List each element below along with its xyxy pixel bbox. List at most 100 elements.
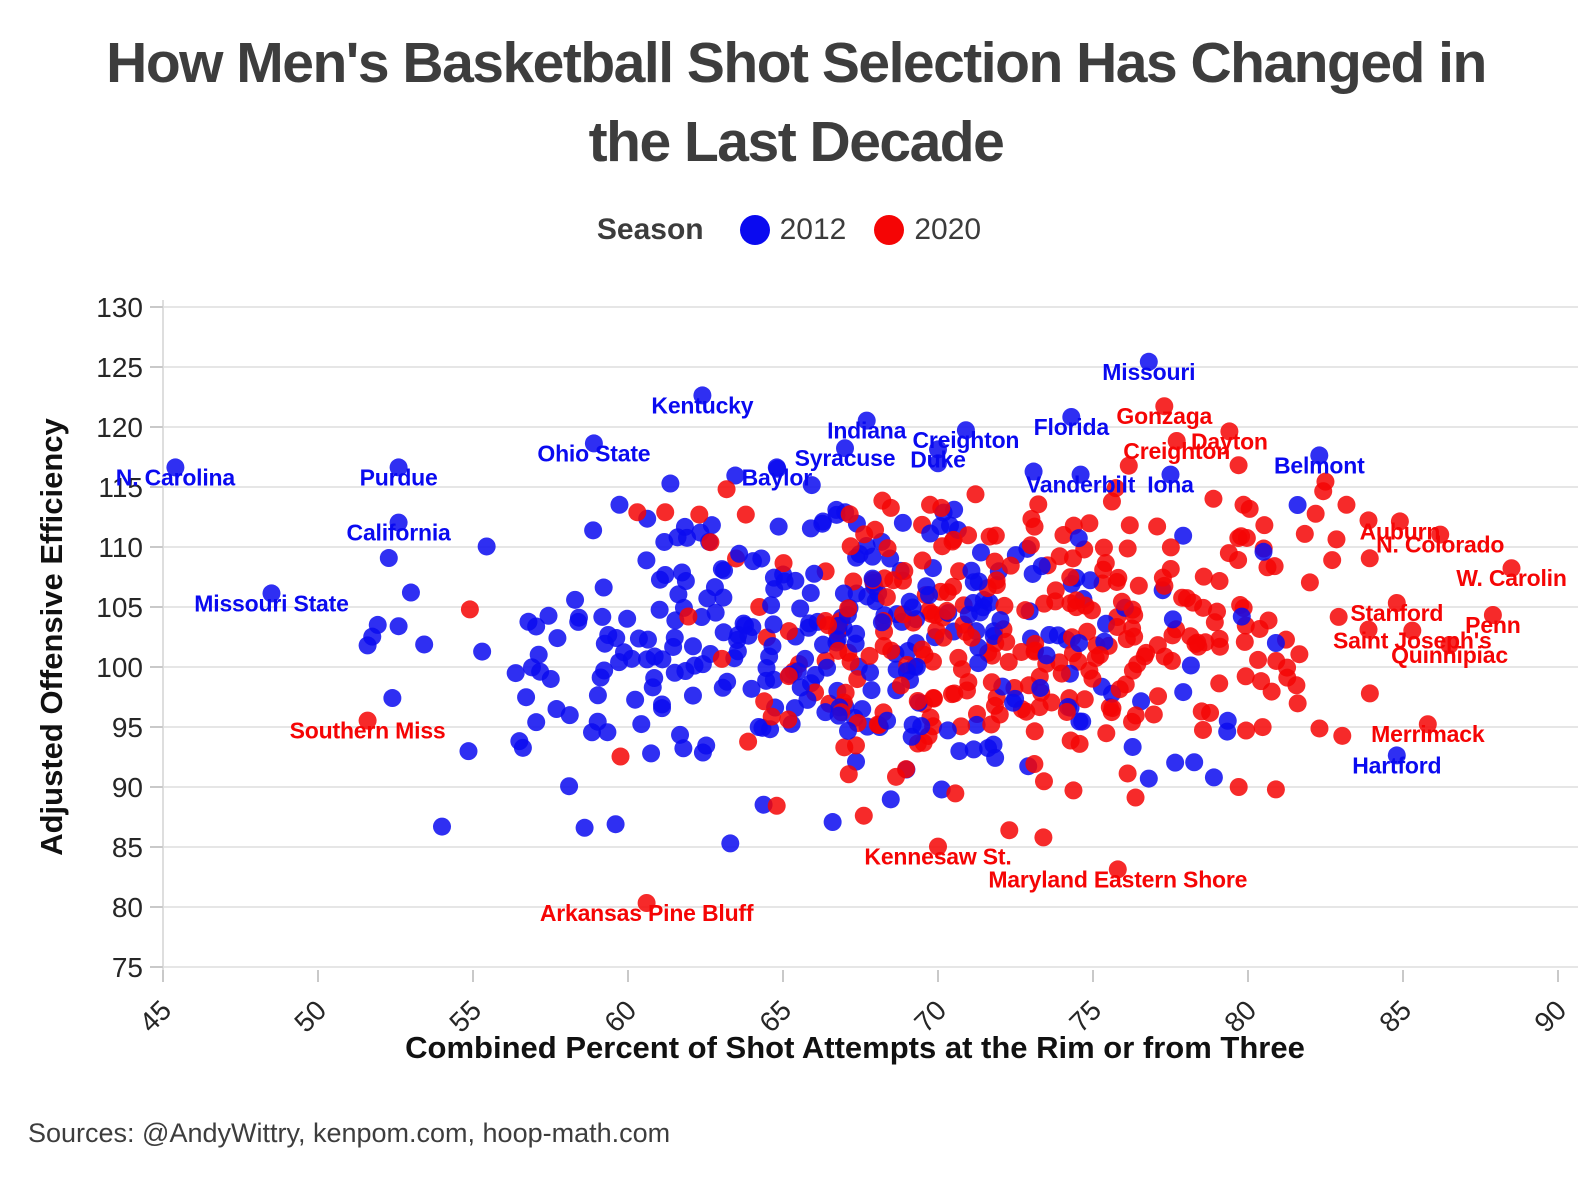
data-point-2012 bbox=[637, 551, 656, 570]
data-point-2012 bbox=[728, 642, 747, 661]
team-label: Creighton bbox=[912, 427, 1019, 453]
data-point-2020 bbox=[1126, 788, 1145, 807]
data-point-2012 bbox=[678, 528, 697, 547]
data-point-2020 bbox=[1360, 684, 1379, 703]
data-point-2012 bbox=[368, 615, 387, 634]
data-point-2020 bbox=[1001, 556, 1020, 575]
data-point-2012 bbox=[401, 583, 420, 602]
data-point-2020 bbox=[884, 571, 903, 590]
data-point-2012 bbox=[839, 721, 858, 740]
data-point-2012 bbox=[1048, 626, 1067, 645]
data-point-2020 bbox=[980, 527, 999, 546]
labeled-point-2012 bbox=[929, 440, 947, 459]
data-point-2012 bbox=[548, 629, 567, 648]
data-point-2012 bbox=[1254, 542, 1273, 561]
labeled-point-2012 bbox=[956, 421, 975, 440]
data-point-2012 bbox=[642, 744, 661, 763]
title-line-2: the Last Decade bbox=[588, 110, 1005, 174]
data-point-2012 bbox=[676, 662, 695, 681]
data-point-2020 bbox=[1205, 613, 1224, 632]
data-point-2020 bbox=[1219, 544, 1238, 563]
data-point-2020 bbox=[959, 526, 978, 545]
data-point-2020 bbox=[1064, 781, 1083, 800]
data-point-2012 bbox=[932, 780, 951, 799]
data-point-2012 bbox=[938, 721, 957, 740]
labeled-point-2020 bbox=[1390, 512, 1409, 531]
y-tick-label: 95 bbox=[112, 712, 143, 743]
y-tick-label: 120 bbox=[96, 412, 143, 443]
data-point-2012 bbox=[714, 623, 733, 642]
data-point-2012 bbox=[762, 596, 781, 615]
data-point-2012 bbox=[986, 748, 1005, 767]
team-label: Maryland Eastern Shore bbox=[988, 866, 1247, 892]
data-point-2020 bbox=[908, 691, 927, 710]
labeled-point-2020 bbox=[1418, 715, 1437, 734]
data-point-2020 bbox=[1075, 690, 1094, 709]
data-point-2012 bbox=[1232, 607, 1251, 626]
data-point-2020 bbox=[1255, 516, 1274, 535]
data-point-2012 bbox=[626, 690, 645, 709]
data-point-2012 bbox=[583, 723, 602, 742]
data-point-2020 bbox=[1082, 601, 1101, 620]
data-point-2012 bbox=[893, 513, 912, 532]
team-label: Belmont bbox=[1274, 452, 1365, 478]
data-point-2020 bbox=[1229, 529, 1248, 548]
x-tick-label: 90 bbox=[1528, 994, 1572, 1038]
data-point-2012 bbox=[379, 549, 398, 568]
data-point-2020 bbox=[829, 641, 848, 660]
data-point-2012 bbox=[749, 718, 768, 737]
data-point-2012 bbox=[801, 519, 820, 538]
data-point-2012 bbox=[862, 681, 881, 700]
legend: Season 2012 2020 bbox=[0, 204, 1592, 256]
data-point-2020 bbox=[952, 660, 971, 679]
data-point-2020 bbox=[1102, 492, 1121, 511]
legend-label-2012: 2012 bbox=[779, 213, 847, 246]
data-point-2012 bbox=[757, 671, 776, 690]
data-point-2012 bbox=[950, 742, 969, 761]
x-tick-label: 45 bbox=[133, 994, 177, 1038]
data-point-2020 bbox=[717, 480, 736, 499]
data-point-2020 bbox=[1204, 489, 1223, 508]
data-point-2012 bbox=[863, 569, 882, 588]
labeled-point-2012 bbox=[166, 458, 185, 477]
data-point-2012 bbox=[760, 647, 779, 666]
data-point-2020 bbox=[1030, 698, 1049, 717]
y-tick-label: 85 bbox=[112, 832, 143, 863]
data-point-2012 bbox=[664, 637, 683, 656]
team-label: Ohio State bbox=[537, 440, 650, 466]
team-label: California bbox=[347, 520, 451, 546]
data-point-2012 bbox=[1023, 564, 1042, 583]
data-point-2020 bbox=[836, 683, 855, 702]
data-point-2012 bbox=[964, 740, 983, 759]
data-point-2020 bbox=[839, 765, 858, 784]
data-point-2020 bbox=[1192, 702, 1211, 721]
data-point-2012 bbox=[358, 636, 377, 655]
data-point-2020 bbox=[755, 692, 774, 711]
data-point-2020 bbox=[1034, 828, 1053, 847]
data-point-2020 bbox=[1186, 634, 1205, 653]
data-point-2012 bbox=[584, 521, 603, 540]
data-point-2012 bbox=[714, 588, 733, 607]
team-label: Quinnipiac bbox=[1391, 642, 1508, 668]
data-point-2012 bbox=[872, 613, 891, 632]
data-point-2012 bbox=[721, 834, 740, 853]
data-point-2020 bbox=[1080, 514, 1099, 533]
data-point-2012 bbox=[595, 661, 614, 680]
data-point-2012 bbox=[846, 634, 865, 653]
data-point-2020 bbox=[1327, 530, 1346, 549]
data-point-2012 bbox=[1004, 693, 1023, 712]
data-point-2012 bbox=[1166, 753, 1185, 772]
data-point-2020 bbox=[1025, 755, 1044, 774]
team-label: Saint Joseph's bbox=[1333, 628, 1492, 654]
data-point-2020 bbox=[1126, 706, 1145, 725]
data-point-2012 bbox=[713, 678, 732, 697]
data-point-2012 bbox=[921, 524, 940, 543]
data-point-2020 bbox=[1287, 676, 1306, 695]
data-point-2012 bbox=[775, 572, 794, 591]
points-layer bbox=[166, 352, 1521, 912]
data-point-2020 bbox=[739, 732, 758, 751]
data-point-2020 bbox=[460, 600, 479, 619]
data-point-2012 bbox=[683, 637, 702, 656]
data-point-2012 bbox=[1070, 634, 1089, 653]
team-label: N. Colorado bbox=[1376, 532, 1504, 558]
